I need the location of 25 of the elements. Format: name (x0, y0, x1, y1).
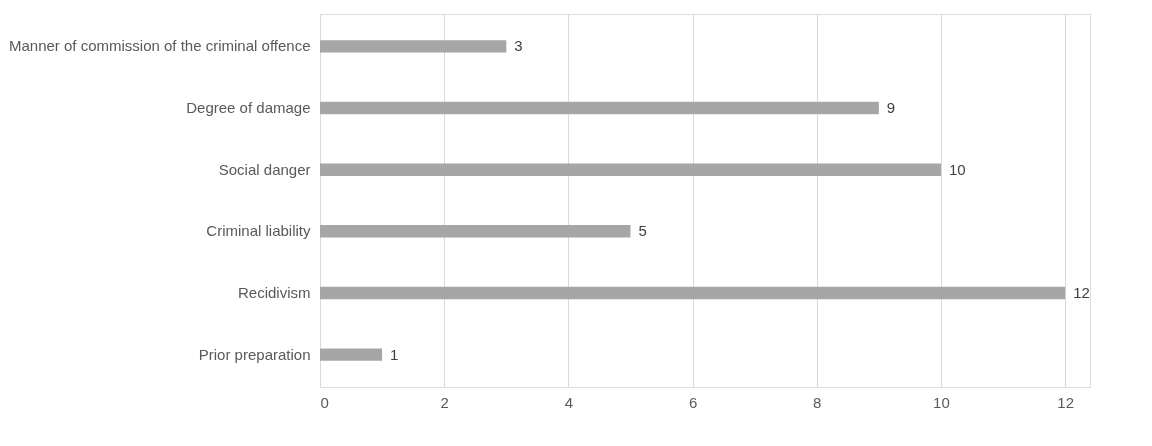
data-label: 3 (514, 37, 523, 55)
y-tick-label: Degree of damage (186, 99, 311, 117)
bar (320, 225, 631, 238)
data-label: 9 (886, 99, 896, 117)
x-tick-label: 0 (320, 393, 329, 411)
x-tick-label: 10 (933, 393, 950, 411)
y-tick-label: Prior preparation (198, 345, 311, 363)
bar (320, 286, 1066, 300)
bar (320, 163, 941, 176)
data-label: 1 (390, 345, 399, 363)
bar (320, 40, 507, 53)
bar (320, 101, 879, 115)
data-label: 5 (638, 222, 647, 240)
x-tick-label: 8 (813, 393, 822, 411)
y-tick-label: Criminal liability (206, 222, 311, 240)
y-tick-label: Social danger (218, 160, 311, 178)
bar (320, 348, 383, 361)
x-tick-label: 6 (688, 393, 698, 411)
y-tick-label: Manner of commission of the criminal offence (8, 37, 311, 55)
x-tick-label: 12 (1057, 393, 1075, 411)
data-label: 10 (948, 160, 966, 178)
x-tick-label: 4 (564, 393, 574, 411)
y-tick-label: Recidivism (237, 283, 311, 301)
data-label: 12 (1073, 283, 1090, 301)
x-tick-label: 2 (440, 393, 449, 411)
